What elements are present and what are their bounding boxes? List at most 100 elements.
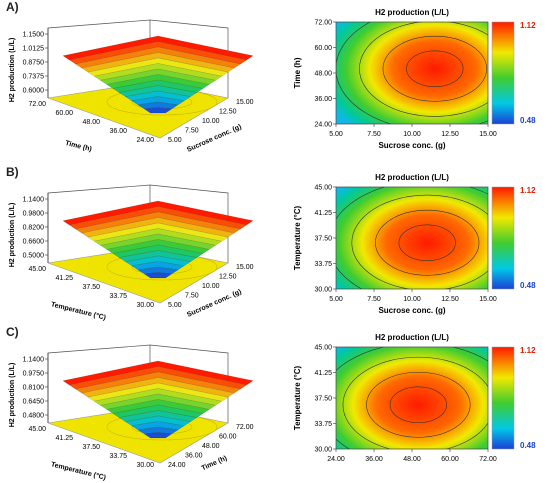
contour-line (389, 386, 447, 424)
y-tick-label: 41.25 (55, 435, 73, 442)
x-tick-label: 10.00 (202, 283, 220, 290)
z-tick-label: 1.0125 (23, 46, 45, 53)
colorbar (491, 346, 515, 450)
z-tick-label: 0.5000 (23, 253, 45, 260)
contour-title: H2 production (L/L) (375, 333, 449, 342)
x-tick-label: 36.00 (185, 453, 203, 460)
contour-fill (336, 347, 488, 449)
y-tick-label: 45.00 (28, 266, 46, 273)
panel-a: A) 1.1500 1.0125 0.8750 0.7375 0.6000 H2 prod… (0, 0, 555, 158)
y-tick-label: 24.00 (314, 122, 332, 129)
panel-label: B) (6, 165, 19, 179)
x-tick-label: 15.00 (479, 296, 497, 303)
colorbar (491, 186, 515, 290)
surface-plot-b: 1.1400 0.9800 0.8200 0.6600 0.5000 H2 product… (9, 184, 254, 322)
colorbar-min-label: 0.48 (520, 281, 536, 290)
x-axis-title: Sucrose conc. (g) (378, 141, 445, 150)
y-tick-label: 72.00 (28, 101, 46, 108)
x-tick-label: 5.00 (168, 302, 182, 309)
y-tick-label: 60.00 (314, 45, 332, 52)
x-tick-label: 12.50 (441, 296, 459, 303)
z-tick-label: 0.9800 (23, 211, 45, 218)
contour-line (342, 356, 488, 449)
x-tick-label: 7.50 (367, 131, 381, 138)
x-tick-label: 12.50 (441, 131, 459, 138)
y-tick-label: 24.00 (136, 137, 154, 144)
y-tick-label: 33.75 (109, 453, 127, 460)
x-tick-label: 7.50 (367, 296, 381, 303)
colorbar-min-label: 0.48 (520, 116, 536, 125)
z-axis-title: H2 production (L/L) (9, 38, 16, 103)
x-tick-label: 15.00 (236, 264, 254, 271)
contour-fill (336, 22, 488, 124)
y-axis-title: Time (h) (293, 57, 302, 88)
y-tick-label: 37.50 (82, 444, 100, 451)
x-tick-label: 72.00 (479, 456, 497, 463)
x-tick-label: 60.00 (219, 434, 237, 441)
contour-title: H2 production (L/L) (375, 173, 449, 182)
x-tick-label: 10.00 (403, 131, 421, 138)
y-tick-label: 41.25 (55, 275, 73, 282)
z-axis-title: H2 production (L/L) (9, 363, 16, 428)
contour-line (359, 22, 488, 117)
y-tick-label: 30.00 (314, 447, 332, 454)
colorbar-min-label: 0.48 (520, 441, 536, 450)
x-axis-title: Sucrose conc. (g) (378, 306, 445, 315)
x-tick-label: 7.50 (185, 293, 199, 300)
x-tick-label: 7.50 (185, 128, 199, 135)
contour-line (351, 194, 488, 289)
x-tick-label: 5.00 (168, 137, 182, 144)
surface-strip (143, 107, 173, 114)
z-tick-label: 0.6600 (23, 239, 45, 246)
x-tick-label: 36.00 (365, 456, 383, 463)
y-tick-label: 30.00 (136, 462, 154, 469)
y-tick-label: 48.00 (314, 71, 332, 78)
x-tick-label: 48.00 (403, 456, 421, 463)
z-tick-label: 0.8750 (23, 60, 45, 67)
y-axis-title: Temperature (°C) (293, 205, 302, 270)
y-tick-label: 60.00 (55, 110, 73, 117)
colorbar-max-label: 1.12 (520, 186, 536, 195)
z-tick-label: 1.1500 (23, 32, 45, 39)
panel-label: A) (6, 0, 19, 14)
x-tick-label: 5.00 (329, 296, 343, 303)
y-tick-label: 33.75 (314, 421, 332, 428)
z-tick-label: 0.7375 (23, 74, 45, 81)
y-tick-label: 41.25 (314, 210, 332, 217)
colorbar-max-label: 1.12 (520, 346, 536, 355)
x-tick-label: 15.00 (479, 131, 497, 138)
contour-plot-c: H2 production (L/L) 24.00 36.00 48.00 60.00 7… (293, 333, 536, 463)
y-tick-label: 72.00 (314, 20, 332, 27)
surface-plot-a: 1.1500 1.0125 0.8750 0.7375 0.6000 H2 product… (9, 19, 254, 154)
x-tick-label: 10.00 (202, 118, 220, 125)
y-axis-title: Temperature (°C) (293, 365, 302, 430)
y-tick-label: 41.25 (314, 370, 332, 377)
x-tick-label: 12.50 (219, 274, 237, 281)
y-tick-label: 33.75 (314, 261, 332, 268)
colorbar-max-label: 1.12 (520, 21, 536, 30)
z-tick-label: 0.9750 (23, 371, 45, 378)
x-tick-label: 5.00 (329, 131, 343, 138)
y-tick-label: 30.00 (136, 302, 154, 309)
y-tick-label: 37.50 (314, 396, 332, 403)
contour-fill (336, 187, 488, 289)
panel-b: B) 1.1400 0.9800 0.8200 0.6600 0.5000 H2 prod… (0, 165, 555, 323)
surface-strip (143, 432, 173, 439)
x-tick-label: 10.00 (403, 296, 421, 303)
contour-line (398, 224, 456, 262)
z-tick-label: 0.4800 (23, 413, 45, 420)
y-tick-label: 37.50 (82, 284, 100, 291)
x-tick-label: 12.50 (219, 109, 237, 116)
x-tick-label: 60.00 (441, 456, 459, 463)
z-tick-label: 0.6450 (23, 399, 45, 406)
y-tick-label: 45.00 (28, 426, 46, 433)
y-tick-label: 45.00 (314, 345, 332, 352)
y-tick-label: 48.00 (82, 119, 100, 126)
contour-line (406, 50, 464, 88)
surface-plot-c: 1.1400 0.9750 0.8100 0.6450 0.4800 H2 product… (9, 344, 254, 482)
contour-line (375, 209, 480, 276)
z-tick-label: 0.6000 (23, 88, 45, 95)
panel-label: C) (6, 325, 19, 339)
z-tick-label: 1.1400 (23, 197, 45, 204)
z-axis-title: H2 production (L/L) (9, 203, 16, 268)
